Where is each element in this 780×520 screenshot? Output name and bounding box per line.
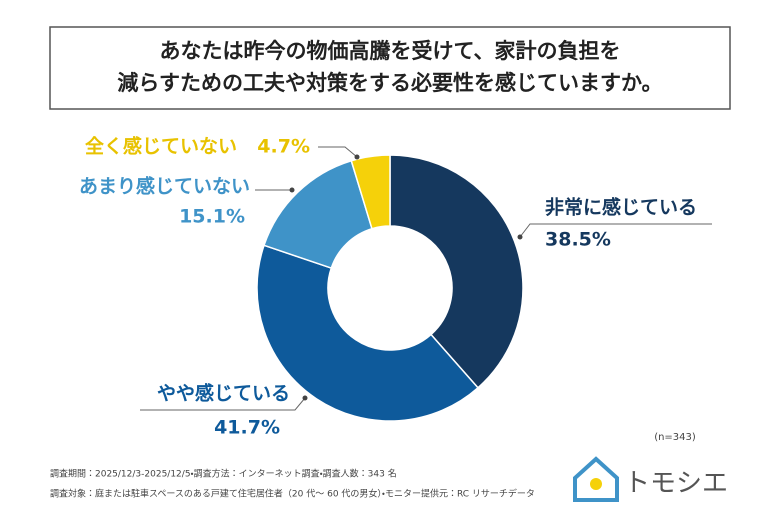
logo-icon	[573, 456, 619, 502]
footnote: 調査期間：2025/12/3-2025/12/5・調査方法：インターネット調査・…	[50, 468, 397, 480]
sample-size: (n=343)	[654, 432, 696, 443]
value-label: 15.1%	[179, 206, 245, 228]
leader-dot	[289, 187, 295, 193]
category-label: あまり感じていない	[79, 175, 250, 198]
donut-segment	[256, 244, 480, 422]
category-label: やや感じている	[157, 382, 290, 405]
chart-title: あなたは昨今の物価高騰を受けて、家計の負担を	[160, 39, 621, 63]
donut-segment	[389, 154, 524, 389]
leader-line	[140, 397, 306, 411]
logo-icon	[590, 478, 602, 490]
value-label: 38.5%	[545, 229, 611, 251]
donut-segment	[350, 154, 391, 230]
leader-dot	[354, 154, 360, 160]
category-label: 非常に感じている	[545, 196, 697, 219]
logo-text: トモシエ	[624, 469, 728, 499]
footnote: 調査対象：庭または駐車スペースのある戸建て住宅居住者（20 代～ 60 代の男女…	[50, 488, 535, 500]
value-label: 41.7%	[214, 417, 280, 439]
logo: トモシエ	[573, 456, 728, 502]
title-box	[49, 26, 731, 110]
value-label: 4.7%	[257, 136, 310, 158]
leader-dot	[302, 395, 308, 401]
chart-title: 減らすための工夫や対策をする必要性を感じていますか。	[117, 71, 662, 95]
leader-line	[318, 146, 358, 158]
leader-dot	[517, 234, 523, 240]
category-label: 全く感じていない	[85, 135, 237, 158]
leader-line	[519, 223, 712, 238]
donut-segment	[263, 159, 373, 270]
